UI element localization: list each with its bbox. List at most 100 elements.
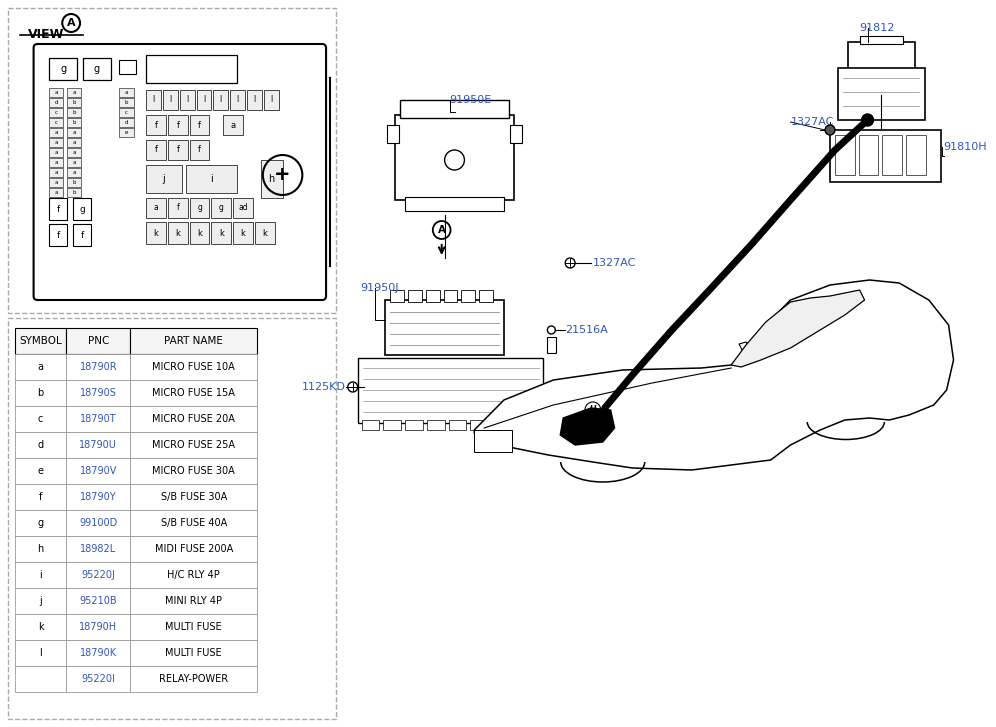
- FancyBboxPatch shape: [470, 420, 488, 430]
- FancyBboxPatch shape: [119, 108, 134, 117]
- FancyBboxPatch shape: [50, 98, 63, 107]
- FancyBboxPatch shape: [66, 588, 130, 614]
- FancyBboxPatch shape: [73, 198, 91, 220]
- FancyBboxPatch shape: [211, 222, 231, 244]
- FancyBboxPatch shape: [548, 337, 557, 353]
- FancyBboxPatch shape: [50, 178, 63, 187]
- FancyBboxPatch shape: [189, 115, 209, 135]
- Text: 18790V: 18790V: [80, 466, 117, 476]
- FancyBboxPatch shape: [66, 614, 130, 640]
- Text: c: c: [55, 110, 58, 115]
- Text: H: H: [590, 406, 597, 414]
- FancyBboxPatch shape: [383, 420, 401, 430]
- Text: g: g: [219, 204, 224, 212]
- FancyBboxPatch shape: [385, 300, 504, 355]
- FancyBboxPatch shape: [50, 118, 63, 127]
- FancyBboxPatch shape: [510, 125, 522, 143]
- FancyBboxPatch shape: [130, 666, 257, 692]
- FancyBboxPatch shape: [50, 158, 63, 167]
- Text: MICRO FUSE 30A: MICRO FUSE 30A: [152, 466, 235, 476]
- Text: a: a: [73, 140, 76, 145]
- Text: f: f: [176, 121, 179, 129]
- FancyBboxPatch shape: [67, 128, 81, 137]
- Text: MICRO FUSE 10A: MICRO FUSE 10A: [152, 362, 235, 372]
- FancyBboxPatch shape: [8, 8, 336, 313]
- FancyBboxPatch shape: [189, 198, 209, 218]
- Text: a: a: [153, 204, 158, 212]
- FancyBboxPatch shape: [146, 115, 166, 135]
- FancyBboxPatch shape: [247, 90, 262, 110]
- Text: a: a: [38, 362, 44, 372]
- Text: g: g: [197, 204, 202, 212]
- Text: a: a: [55, 90, 58, 95]
- Text: MIDI FUSE 200A: MIDI FUSE 200A: [154, 544, 233, 554]
- Text: i: i: [39, 570, 42, 580]
- FancyBboxPatch shape: [66, 406, 130, 432]
- FancyBboxPatch shape: [15, 328, 66, 354]
- Text: l: l: [220, 95, 222, 105]
- FancyBboxPatch shape: [261, 160, 283, 198]
- Text: k: k: [175, 228, 180, 238]
- Text: a: a: [73, 90, 76, 95]
- FancyBboxPatch shape: [264, 90, 279, 110]
- FancyBboxPatch shape: [15, 406, 66, 432]
- Text: f: f: [154, 121, 157, 129]
- FancyBboxPatch shape: [514, 420, 532, 430]
- Text: g: g: [79, 204, 85, 214]
- Text: 91950J: 91950J: [361, 283, 399, 293]
- Text: a: a: [73, 130, 76, 135]
- FancyBboxPatch shape: [474, 430, 512, 452]
- FancyBboxPatch shape: [119, 128, 134, 137]
- FancyBboxPatch shape: [168, 140, 187, 160]
- Text: 95210B: 95210B: [80, 596, 118, 606]
- Text: 91810H: 91810H: [943, 142, 987, 152]
- Circle shape: [825, 125, 835, 135]
- Text: h: h: [38, 544, 44, 554]
- FancyBboxPatch shape: [213, 90, 228, 110]
- FancyBboxPatch shape: [168, 115, 187, 135]
- Text: S/B FUSE 40A: S/B FUSE 40A: [160, 518, 227, 528]
- Text: 95220I: 95220I: [82, 674, 116, 684]
- Text: 18790K: 18790K: [80, 648, 117, 658]
- Text: f: f: [198, 145, 201, 155]
- Text: f: f: [81, 230, 84, 239]
- Polygon shape: [731, 290, 865, 367]
- Text: 95220J: 95220J: [82, 570, 116, 580]
- Text: 91950E: 91950E: [449, 95, 492, 105]
- Text: MICRO FUSE 20A: MICRO FUSE 20A: [152, 414, 235, 424]
- Text: f: f: [176, 145, 179, 155]
- Text: j: j: [39, 596, 42, 606]
- FancyBboxPatch shape: [15, 458, 66, 484]
- FancyBboxPatch shape: [50, 148, 63, 157]
- Text: 18790U: 18790U: [80, 440, 118, 450]
- FancyBboxPatch shape: [211, 198, 231, 218]
- Text: g: g: [94, 64, 100, 74]
- Text: i: i: [210, 174, 213, 184]
- Text: f: f: [39, 492, 42, 502]
- Text: MULTI FUSE: MULTI FUSE: [165, 622, 222, 632]
- FancyBboxPatch shape: [66, 510, 130, 536]
- FancyBboxPatch shape: [848, 42, 915, 70]
- Text: MICRO FUSE 25A: MICRO FUSE 25A: [152, 440, 235, 450]
- Text: 1125KD: 1125KD: [302, 382, 346, 392]
- Text: PART NAME: PART NAME: [164, 336, 223, 346]
- FancyBboxPatch shape: [119, 88, 134, 97]
- FancyBboxPatch shape: [50, 198, 67, 220]
- FancyBboxPatch shape: [67, 108, 81, 117]
- Text: 18790S: 18790S: [80, 388, 117, 398]
- Text: 18982L: 18982L: [81, 544, 117, 554]
- FancyBboxPatch shape: [860, 36, 903, 44]
- FancyBboxPatch shape: [130, 406, 257, 432]
- Text: b: b: [73, 110, 76, 115]
- Text: f: f: [57, 230, 60, 239]
- Text: k: k: [153, 228, 158, 238]
- Text: 18790R: 18790R: [80, 362, 118, 372]
- FancyBboxPatch shape: [130, 562, 257, 588]
- FancyBboxPatch shape: [163, 90, 178, 110]
- FancyBboxPatch shape: [146, 140, 166, 160]
- Text: 99100D: 99100D: [80, 518, 118, 528]
- Text: a: a: [124, 90, 128, 95]
- FancyBboxPatch shape: [405, 420, 423, 430]
- Text: l: l: [253, 95, 256, 105]
- Text: a: a: [55, 170, 58, 175]
